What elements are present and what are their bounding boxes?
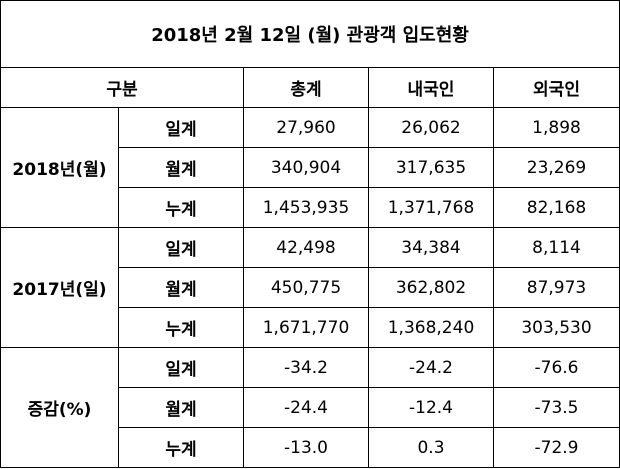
value-cell: 1,368,240 bbox=[368, 307, 494, 348]
value-cell: -73.5 bbox=[492, 387, 620, 428]
group-label: 2018년(월) bbox=[0, 107, 119, 228]
data-row: 월계 -24.4 -12.4 -73.5 bbox=[1, 387, 620, 428]
data-row: 2018년(월) 일계 27,960 26,062 1,898 bbox=[0, 107, 620, 228]
table-title: 2018년 2월 12일 (월) 관광객 입도현황 bbox=[0, 0, 620, 68]
value-cell: -72.9 bbox=[492, 427, 620, 468]
data-row: 누계 1,671,770 1,368,240 303,530 bbox=[1, 307, 620, 348]
row-label: 일계 bbox=[118, 347, 244, 388]
header-cell: 총계 bbox=[243, 67, 369, 108]
value-cell: 82,168 bbox=[492, 187, 620, 228]
value-cell: -13.0 bbox=[243, 427, 369, 468]
value-cell: 8,114 bbox=[492, 227, 620, 268]
value-cell: 1,671,770 bbox=[243, 307, 369, 348]
value-cell: 23,269 bbox=[492, 147, 620, 188]
row-label: 일계 bbox=[118, 227, 244, 268]
value-cell: -34.2 bbox=[243, 347, 369, 388]
value-cell: 0.3 bbox=[368, 427, 494, 468]
value-cell: -76.6 bbox=[492, 347, 620, 388]
group-label: 증감(%) bbox=[0, 347, 119, 468]
value-cell: 450,775 bbox=[243, 267, 369, 308]
value-cell: 1,898 bbox=[492, 107, 620, 148]
value-cell: 1,453,935 bbox=[243, 187, 369, 228]
value-cell: -12.4 bbox=[368, 387, 494, 428]
row-label: 일계 bbox=[118, 107, 244, 148]
header-cell: 구분 bbox=[0, 67, 244, 108]
value-cell: 42,498 bbox=[243, 227, 369, 268]
value-cell: -24.4 bbox=[243, 387, 369, 428]
value-cell: 317,635 bbox=[368, 147, 494, 188]
data-row: 증감(%) 일계 -34.2 -24.2 -76.6 bbox=[0, 347, 620, 468]
row-label: 월계 bbox=[118, 267, 244, 308]
value-cell: 26,062 bbox=[368, 107, 494, 148]
data-row: 월계 340,904 317,635 23,269 bbox=[1, 147, 620, 188]
header-cell: 내국인 bbox=[368, 67, 494, 108]
value-cell: 27,960 bbox=[243, 107, 369, 148]
value-cell: 34,384 bbox=[368, 227, 494, 268]
data-row: 2017년(일) 일계 42,498 34,384 8,114 bbox=[0, 227, 620, 348]
value-cell: 87,973 bbox=[492, 267, 620, 308]
row-label: 누계 bbox=[118, 427, 244, 468]
value-cell: 1,371,768 bbox=[368, 187, 494, 228]
data-row: 월계 450,775 362,802 87,973 bbox=[1, 267, 620, 308]
header-row: 구분 총계 내국인 외국인 bbox=[0, 67, 620, 108]
data-row: 누계 -13.0 0.3 -72.9 bbox=[1, 427, 620, 468]
group-label: 2017년(일) bbox=[0, 227, 119, 348]
row-label: 누계 bbox=[118, 187, 244, 228]
value-cell: -24.2 bbox=[368, 347, 494, 388]
value-cell: 362,802 bbox=[368, 267, 494, 308]
title-row: 2018년 2월 12일 (월) 관광객 입도현황 bbox=[0, 0, 620, 68]
row-label: 누계 bbox=[118, 307, 244, 348]
value-cell: 340,904 bbox=[243, 147, 369, 188]
data-row: 누계 1,453,935 1,371,768 82,168 bbox=[1, 187, 620, 228]
header-cell: 외국인 bbox=[492, 67, 620, 108]
row-label: 월계 bbox=[118, 387, 244, 428]
row-label: 월계 bbox=[118, 147, 244, 188]
value-cell: 303,530 bbox=[492, 307, 620, 348]
